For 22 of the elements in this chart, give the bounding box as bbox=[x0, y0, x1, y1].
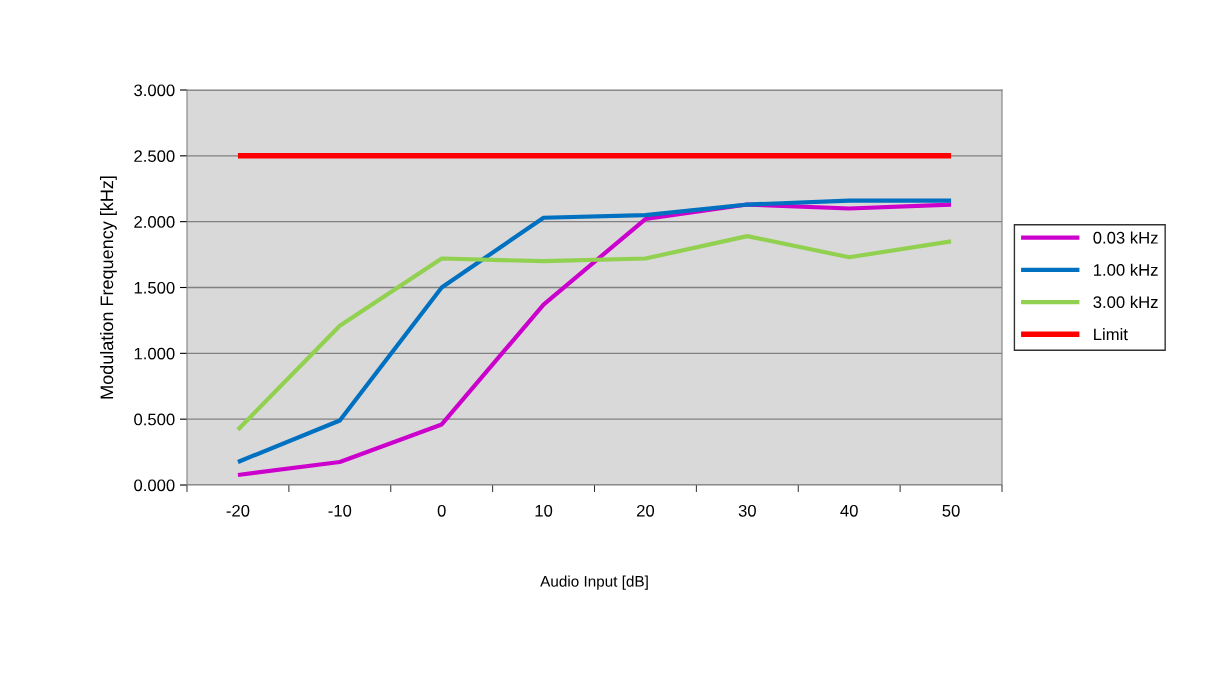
x-tick-label: 30 bbox=[738, 504, 756, 517]
y-tick-label: 1.500 bbox=[134, 281, 175, 294]
legend-label: 0.03 kHz bbox=[1093, 231, 1158, 244]
x-tick-label: -20 bbox=[226, 504, 250, 517]
x-tick-label: 0 bbox=[437, 504, 446, 517]
legend-label: 1.00 kHz bbox=[1094, 263, 1158, 276]
y-tick-label: 0.500 bbox=[134, 413, 175, 426]
y-tick-label: 3.000 bbox=[134, 84, 175, 97]
y-tick-label: 2.500 bbox=[134, 150, 175, 163]
legend-label: 3.00 kHz bbox=[1093, 295, 1158, 309]
x-tick-label: 10 bbox=[535, 504, 553, 517]
y-axis-title: Modulation Frequency [kHz] bbox=[99, 176, 117, 399]
x-axis-title: Audio Input [dB] bbox=[540, 575, 648, 590]
x-tick-label: 20 bbox=[637, 504, 655, 517]
legend-label: Limit bbox=[1094, 328, 1128, 341]
x-tick-label: 40 bbox=[840, 504, 858, 517]
y-tick-label: 2.000 bbox=[134, 216, 175, 228]
line-series bbox=[235, 234, 954, 432]
x-tick-label: 50 bbox=[942, 504, 960, 517]
x-tick-label: -10 bbox=[328, 504, 352, 517]
y-tick-label: 0.000 bbox=[134, 479, 175, 492]
y-tick-label: 1.000 bbox=[134, 347, 175, 360]
